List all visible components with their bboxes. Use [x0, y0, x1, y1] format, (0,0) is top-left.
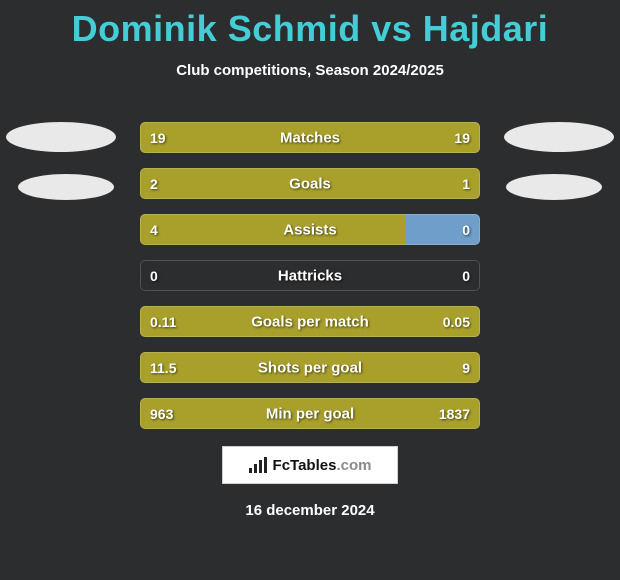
- stat-label: Goals: [289, 175, 331, 192]
- stat-row: 19 19 Matches: [140, 122, 480, 153]
- stat-value-left: 2: [150, 176, 158, 192]
- stat-row: 963 1837 Min per goal: [140, 398, 480, 429]
- stat-value-left: 963: [150, 406, 173, 422]
- stat-value-right: 1: [462, 176, 470, 192]
- subtitle: Club competitions, Season 2024/2025: [0, 62, 620, 79]
- stat-value-left: 11.5: [150, 360, 176, 376]
- stat-label: Hattricks: [278, 267, 342, 284]
- page-title: Dominik Schmid vs Hajdari: [0, 0, 620, 50]
- player-right-nat-badge: [506, 174, 602, 200]
- stat-value-right: 0.05: [443, 314, 470, 330]
- stat-label: Min per goal: [266, 405, 354, 422]
- stat-value-left: 0.11: [150, 314, 176, 330]
- stat-value-left: 0: [150, 268, 158, 284]
- stat-label: Matches: [280, 129, 340, 146]
- stats-container: 19 19 Matches 2 1 Goals 4 0 Assists 0 0 Hattricks 0.…: [140, 122, 480, 444]
- stat-value-left: 4: [150, 222, 158, 238]
- stat-label: Goals per match: [251, 313, 369, 330]
- stat-value-right: 0: [462, 222, 470, 238]
- stat-row: 2 1 Goals: [140, 168, 480, 199]
- brand-text: FcTables.com: [273, 457, 372, 474]
- stat-value-right: 1837: [439, 406, 470, 422]
- stat-bar-left: [140, 168, 368, 199]
- stat-label: Shots per goal: [258, 359, 362, 376]
- brand-box: FcTables.com: [222, 446, 398, 484]
- stat-label: Assists: [283, 221, 336, 238]
- stat-value-right: 9: [462, 360, 470, 376]
- stat-value-right: 19: [454, 130, 470, 146]
- stat-row: 0.11 0.05 Goals per match: [140, 306, 480, 337]
- brand-icon: [249, 457, 267, 473]
- stat-value-right: 0: [462, 268, 470, 284]
- stat-value-left: 19: [150, 130, 166, 146]
- date-text: 16 december 2024: [0, 502, 620, 519]
- brand-suffix: .com: [336, 457, 371, 474]
- stat-row: 4 0 Assists: [140, 214, 480, 245]
- brand-name: FcTables: [273, 457, 337, 474]
- stat-row: 0 0 Hattricks: [140, 260, 480, 291]
- stat-row: 11.5 9 Shots per goal: [140, 352, 480, 383]
- player-right-club-badge: [504, 122, 614, 152]
- player-left-club-badge: [6, 122, 116, 152]
- stat-bar-left: [140, 214, 405, 245]
- player-left-nat-badge: [18, 174, 114, 200]
